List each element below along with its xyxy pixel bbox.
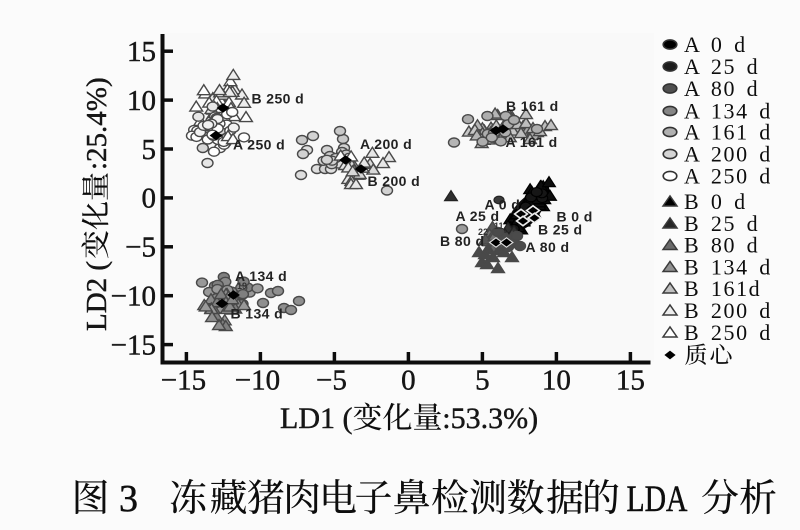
svg-text::53.3%): :53.3%): [442, 402, 538, 435]
svg-text:19: 19: [237, 281, 247, 291]
svg-text:B 25 d: B 25 d: [684, 211, 759, 236]
svg-text:A 80 d: A 80 d: [684, 76, 759, 101]
svg-text:0: 0: [142, 183, 157, 215]
svg-text:11: 11: [494, 221, 504, 231]
svg-text:LD2 (: LD2 (: [81, 261, 113, 331]
svg-text:15: 15: [127, 36, 156, 68]
svg-text:5: 5: [475, 365, 490, 397]
svg-text:A 161 d: A 161 d: [684, 119, 772, 144]
svg-text:B 134 d: B 134 d: [684, 254, 772, 279]
svg-text:LDA: LDA: [627, 479, 688, 520]
svg-text:B 250 d: B 250 d: [252, 91, 305, 107]
svg-text:−10: −10: [111, 281, 156, 313]
svg-text:LD1 (: LD1 (: [280, 402, 352, 435]
svg-text:10: 10: [542, 365, 571, 397]
svg-text:−15: −15: [111, 329, 156, 361]
svg-text:B 161d: B 161d: [684, 276, 761, 301]
svg-text:10: 10: [127, 85, 156, 117]
svg-text:0: 0: [401, 365, 416, 397]
svg-text:5: 5: [142, 134, 157, 166]
svg-text:22: 22: [478, 227, 488, 237]
svg-text:A 25 d: A 25 d: [684, 54, 759, 79]
svg-text::25.4%): :25.4%): [81, 77, 113, 170]
svg-text:−10: −10: [235, 365, 280, 397]
svg-text:B 200 d: B 200 d: [684, 298, 772, 323]
svg-text:B 200 d: B 200 d: [368, 173, 421, 189]
svg-text:A 250 d: A 250 d: [684, 163, 772, 188]
svg-text:A 161 d: A 161 d: [506, 134, 558, 150]
svg-text:B 134 d: B 134 d: [231, 306, 284, 322]
svg-text:A 200 d: A 200 d: [684, 141, 772, 166]
svg-text:A 200 d: A 200 d: [360, 136, 412, 152]
svg-text:B 80 d: B 80 d: [440, 233, 484, 249]
svg-text:−5: −5: [125, 232, 156, 264]
svg-text:A 25 d: A 25 d: [456, 208, 500, 224]
svg-text:A 0 d: A 0 d: [684, 32, 747, 57]
svg-text:15: 15: [616, 365, 645, 397]
svg-text:3: 3: [119, 478, 138, 520]
svg-text:B 161 d: B 161 d: [506, 98, 559, 114]
svg-text:−5: −5: [316, 365, 347, 397]
svg-text:−15: −15: [161, 365, 206, 397]
svg-text:B 80 d: B 80 d: [684, 232, 759, 257]
svg-text:B 25 d: B 25 d: [538, 222, 582, 238]
svg-text:B 0 d: B 0 d: [684, 189, 747, 214]
svg-text:B 250 d: B 250 d: [684, 320, 772, 345]
svg-text:A 0 d: A 0 d: [485, 197, 521, 213]
svg-text:A 250 d: A 250 d: [233, 137, 285, 153]
svg-text:A 134 d: A 134 d: [235, 268, 287, 284]
svg-text:A 80 d: A 80 d: [526, 239, 570, 255]
svg-text:A 134 d: A 134 d: [684, 98, 772, 123]
svg-text:B 0 d: B 0 d: [557, 209, 593, 225]
